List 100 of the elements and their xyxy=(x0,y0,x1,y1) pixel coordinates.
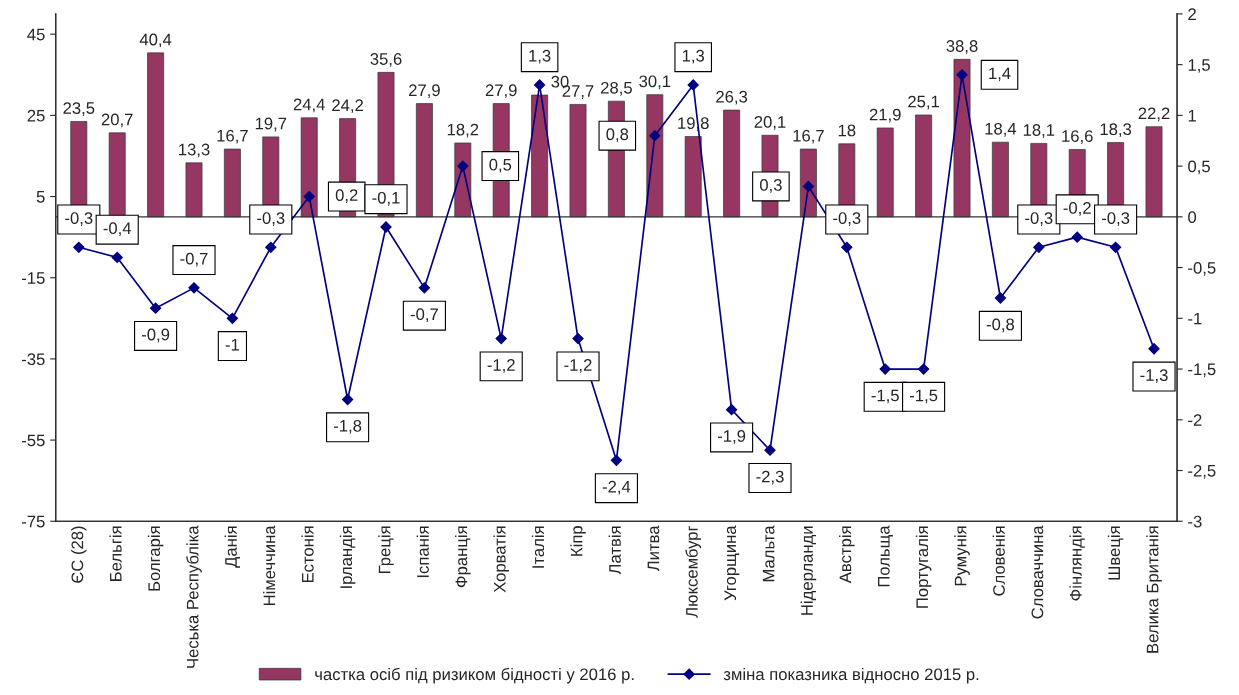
legend-label: зміна показника відносно 2015 р. xyxy=(723,667,979,684)
data-label: -0,2 xyxy=(1063,202,1091,216)
data-label: 18,1 xyxy=(1023,124,1055,138)
point xyxy=(687,79,699,91)
data-label: 1,4 xyxy=(989,67,1011,82)
data-label: -1,2 xyxy=(487,359,515,373)
x-tick-label: Литва xyxy=(647,525,660,572)
point xyxy=(457,160,469,172)
data-label: -1 xyxy=(225,338,239,351)
x-tick-label: Іспанія xyxy=(416,526,429,578)
x-tick-label: Румунія xyxy=(954,526,970,586)
x-tick-label: Польща xyxy=(878,525,893,587)
point xyxy=(226,312,239,324)
y-tick-label: -55 xyxy=(21,434,45,447)
data-label: -0,9 xyxy=(141,328,170,343)
point xyxy=(956,69,968,81)
data-label: 19,7 xyxy=(255,117,287,132)
data-label: -0,7 xyxy=(180,252,208,267)
point xyxy=(879,363,891,375)
data-label: 22,2 xyxy=(1138,107,1170,122)
data-label: 25,1 xyxy=(908,95,940,110)
y2-tick-label: 1 xyxy=(1188,109,1196,122)
data-label: 27,9 xyxy=(409,84,440,99)
point xyxy=(1033,241,1045,253)
point xyxy=(572,332,584,345)
x-tick-label: Швеція xyxy=(1107,526,1124,580)
y-tick-label: 5 xyxy=(36,191,45,203)
x-tick-label: Австрія xyxy=(839,526,855,584)
y2-tick-label: -3 xyxy=(1188,515,1202,528)
data-label: -0,3 xyxy=(1025,212,1053,226)
point xyxy=(495,332,507,345)
point xyxy=(149,302,162,314)
x-tick-label: Люксембург xyxy=(685,525,702,618)
y2-tick-label: 1,5 xyxy=(1188,59,1210,73)
data-label: 18,3 xyxy=(1100,123,1132,138)
y-tick-label: -35 xyxy=(21,353,45,366)
data-label: 20,1 xyxy=(754,116,786,130)
data-label: -0,4 xyxy=(103,222,132,237)
y-tick-label: -75 xyxy=(21,515,45,528)
y2-tick-label: -1,5 xyxy=(1188,363,1216,378)
y2-tick-label: 0 xyxy=(1188,211,1197,224)
data-label: -1,3 xyxy=(1140,369,1168,383)
point xyxy=(341,393,354,406)
data-label: 18,4 xyxy=(985,122,1017,137)
x-tick-label: Болгарія xyxy=(147,526,164,591)
data-label: -0,3 xyxy=(257,212,285,226)
data-label: 27,9 xyxy=(485,84,517,99)
y2-tick-label: 2 xyxy=(1188,8,1196,20)
data-label: 13,3 xyxy=(179,143,210,158)
data-label: -0,7 xyxy=(410,308,438,323)
data-label: 0,3 xyxy=(759,179,782,193)
data-label: 40,4 xyxy=(139,33,172,48)
data-label: 20,7 xyxy=(101,113,133,128)
data-label: 16,7 xyxy=(793,129,824,144)
data-label: -0,3 xyxy=(833,212,861,226)
data-label: 28,5 xyxy=(601,81,632,96)
x-tick-label: Велика Британія xyxy=(1146,526,1162,653)
point xyxy=(1148,343,1160,355)
data-label: -2,4 xyxy=(602,480,631,495)
x-tick-label: Латвія xyxy=(608,526,621,575)
y-tick-label: -15 xyxy=(21,272,45,284)
y-tick-label: 45 xyxy=(27,28,45,41)
point xyxy=(802,180,815,193)
data-label: -1,9 xyxy=(717,430,746,444)
data-label: 24,2 xyxy=(332,99,363,114)
data-label: 16,7 xyxy=(217,129,248,144)
point xyxy=(994,292,1007,304)
data-label: 18,2 xyxy=(447,123,479,138)
x-tick-label: Португалія xyxy=(915,526,932,608)
y2-tick-label: -1 xyxy=(1188,312,1202,325)
data-label: 24,4 xyxy=(293,98,325,113)
data-label: -0,3 xyxy=(65,212,93,226)
y2-tick-label: 0,5 xyxy=(1188,160,1210,175)
data-label: 1,3 xyxy=(682,49,705,64)
point xyxy=(533,79,546,91)
point xyxy=(841,241,853,253)
data-label: -1,8 xyxy=(333,419,362,434)
data-label: 16,6 xyxy=(1062,130,1093,144)
data-label: 26,3 xyxy=(716,90,748,105)
x-tick-label: Словенія xyxy=(992,526,1005,596)
x-tick-label: Данія xyxy=(224,526,241,568)
data-label: 21,9 xyxy=(869,108,901,123)
x-tick-label: Франція xyxy=(455,526,471,588)
data-label: -0,3 xyxy=(1101,212,1130,226)
data-label: 38,8 xyxy=(946,40,978,54)
point xyxy=(188,282,200,294)
x-tick-label: Естонія xyxy=(301,526,314,582)
x-tick-label: Нідерланди xyxy=(800,526,817,615)
data-label: -1,5 xyxy=(909,389,938,404)
data-label: -1,5 xyxy=(871,389,899,404)
x-tick-label: Кіпр xyxy=(570,526,586,556)
point xyxy=(418,282,431,294)
point xyxy=(303,190,315,203)
x-tick-label: Угорщина xyxy=(724,525,740,601)
point xyxy=(265,241,277,253)
x-tick-label: Словаччина xyxy=(1031,525,1044,619)
y2-tick-label: -2 xyxy=(1188,414,1202,426)
x-tick-label: Чеська Республіка xyxy=(186,525,202,668)
x-tick-label: Хорватія xyxy=(493,526,509,593)
data-label: 0,8 xyxy=(606,128,629,143)
